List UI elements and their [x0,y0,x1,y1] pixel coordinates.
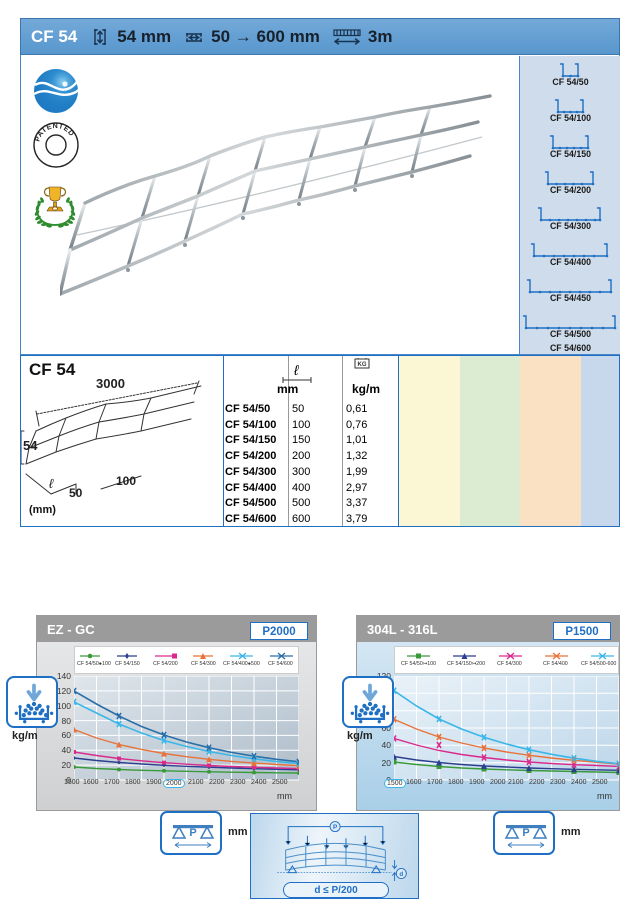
svg-text:d: d [399,871,403,878]
svg-text:KG: KG [358,362,367,368]
svg-text:P: P [522,827,529,839]
svg-text:P: P [189,827,196,839]
svg-text:P: P [333,824,337,831]
